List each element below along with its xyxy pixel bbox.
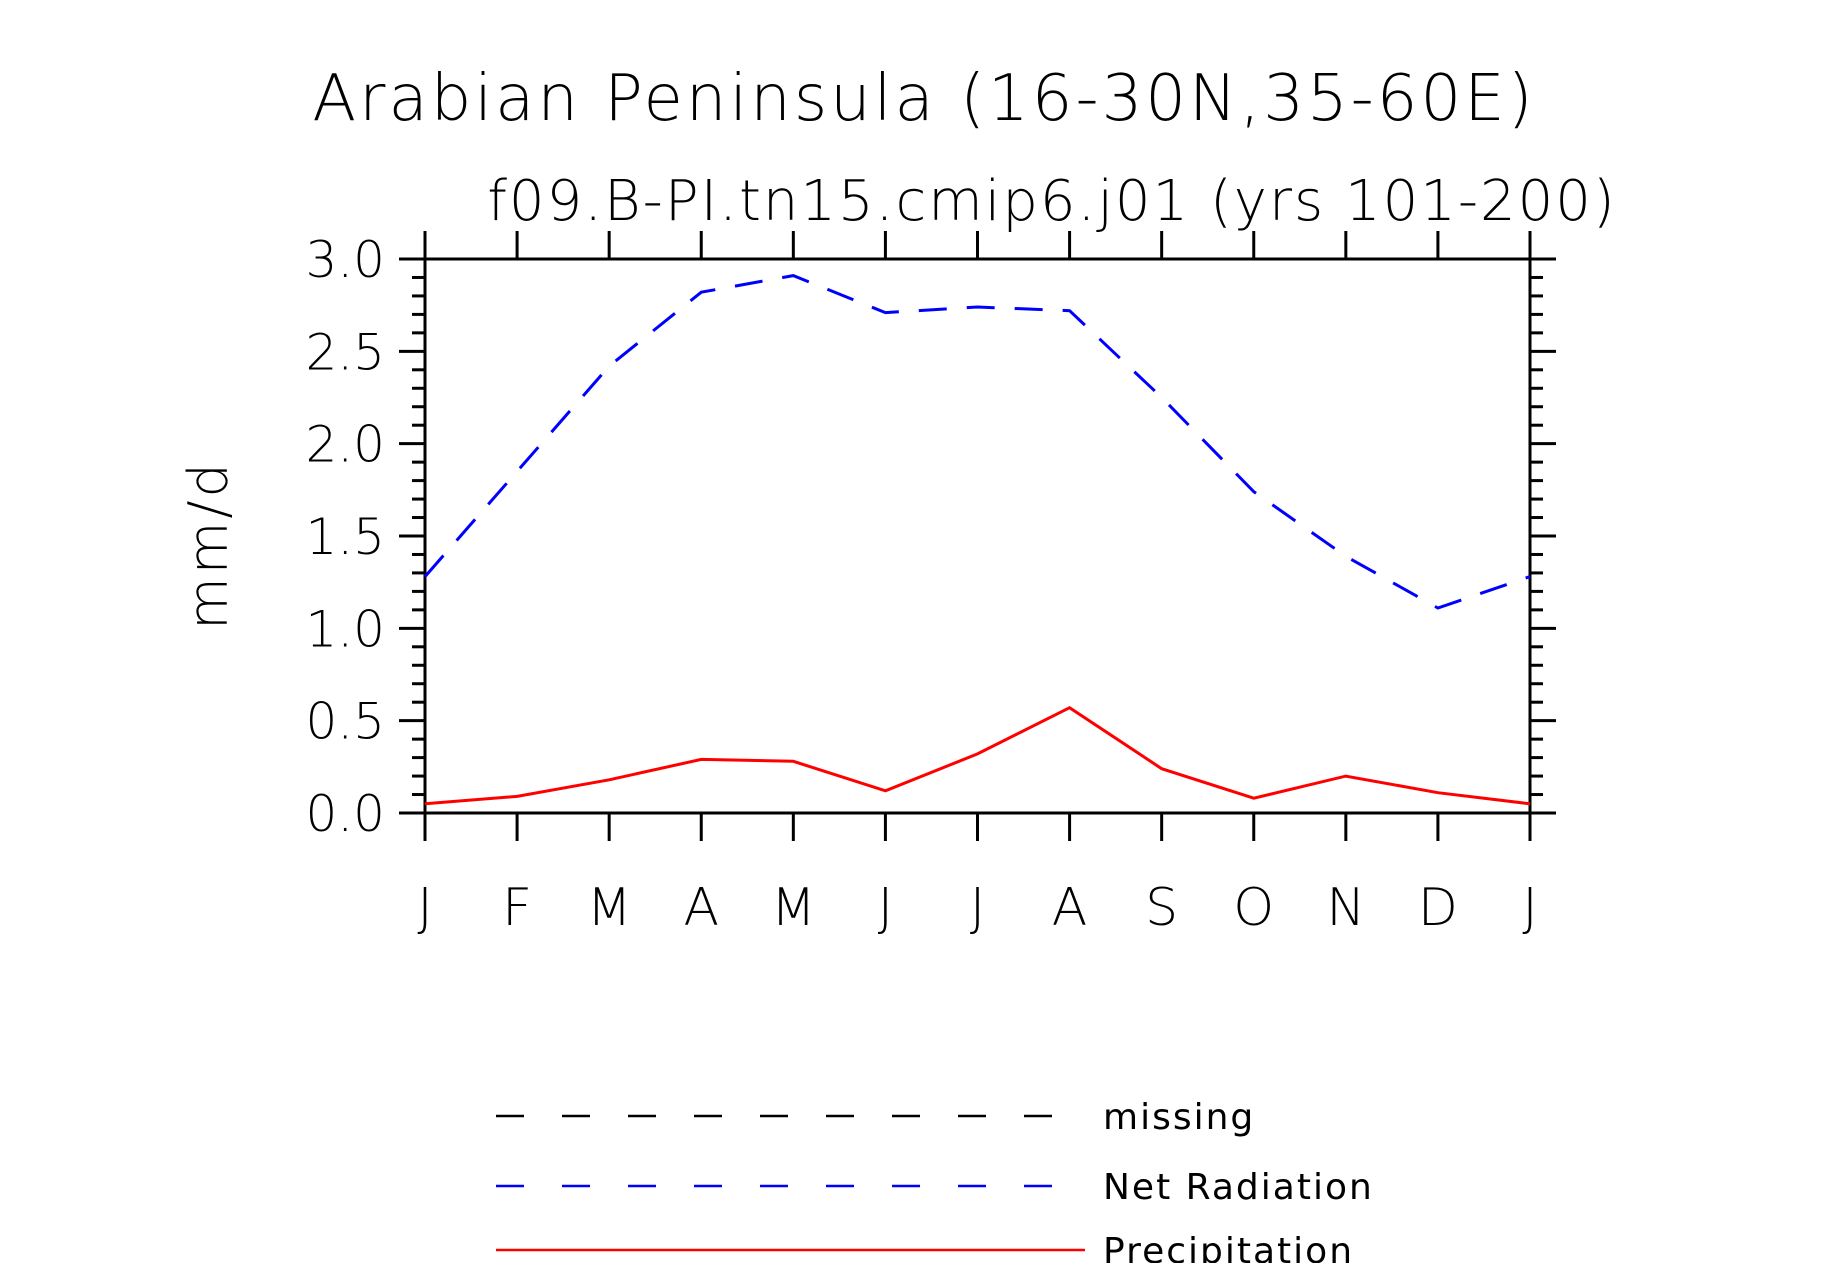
x-tick-label: J xyxy=(417,878,432,938)
y-tick-label: 2.5 xyxy=(305,323,385,381)
series-line-precipitation xyxy=(424,705,1531,806)
x-tick-label: F xyxy=(502,878,532,938)
y-tick-label: 2.0 xyxy=(305,416,385,474)
y-axis-label: mm/d xyxy=(177,460,240,630)
x-tick-label: N xyxy=(1326,878,1365,938)
y-tick-label: 1.5 xyxy=(305,508,385,566)
y-tick-label: 3.0 xyxy=(305,231,385,289)
y-tick-label: 0.0 xyxy=(305,785,385,843)
x-tick-label: A xyxy=(683,878,719,938)
x-tick-label: J xyxy=(970,878,985,938)
legend-label-net-radiation: Net Radiation xyxy=(1103,1167,1374,1208)
y-axis: 0.0 0.5 1.0 1.5 2.0 2.5 3.0 xyxy=(305,231,1556,843)
y-tick-label: 0.5 xyxy=(305,693,385,751)
x-tick-label: J xyxy=(1522,878,1537,938)
legend-label-missing: missing xyxy=(1103,1097,1255,1138)
chart-title: Arabian Peninsula (16-30N,35-60E) xyxy=(312,62,1535,136)
x-tick-label: M xyxy=(587,878,632,938)
legend-label-precipitation: Precipitation xyxy=(1103,1231,1354,1263)
plot-border xyxy=(423,257,1532,815)
series-layer xyxy=(423,274,1531,806)
plot-frame xyxy=(423,257,1532,815)
y-tick-label: 1.0 xyxy=(305,600,385,658)
x-tick-label: D xyxy=(1418,878,1458,938)
legend: missing Net Radiation Precipitation xyxy=(496,1097,1374,1263)
chart-subtitle: f09.B-PI.tn15.cmip6.j01 (yrs 101-200) xyxy=(487,169,1617,234)
x-tick-label: O xyxy=(1233,878,1274,938)
x-tick-label: S xyxy=(1145,878,1178,938)
series-line-net-radiation xyxy=(423,274,1531,610)
x-tick-label: J xyxy=(878,878,893,938)
x-tick-label: M xyxy=(771,878,816,938)
x-tick-label: A xyxy=(1052,878,1088,938)
